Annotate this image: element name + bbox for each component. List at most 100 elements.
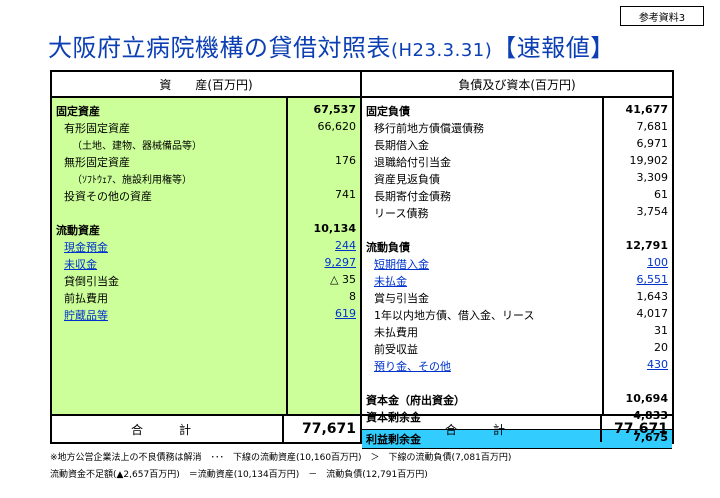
liability-row: 流動負債 12,791 (362, 238, 672, 255)
balance-sheet-table: 資 産(百万円) 固定資産 67,537 有形固定資産 66,620 （土地、建物、器械… (50, 70, 674, 449)
asset-row: 貸倒引当金 △ 35 (52, 272, 360, 289)
asset-item-name: 無形固定資産 (64, 156, 130, 169)
liability-row: 未払費用 31 (362, 323, 672, 340)
title-tag: 【速報値】 (492, 34, 615, 62)
liability-item-name: 資産見返負債 (374, 173, 440, 186)
asset-item-value[interactable]: 244 (335, 239, 356, 252)
liability-item-name[interactable]: 預り金、その他 (374, 360, 451, 373)
liability-item-value[interactable]: 430 (647, 358, 668, 371)
liabilities-header: 負債及び資本(百万円) (362, 72, 672, 98)
retained-earnings-label: 利益剰余金 (366, 433, 421, 446)
asset-item-name: 有形固定資産 (64, 122, 130, 135)
liability-item-name[interactable]: 短期借入金 (374, 258, 429, 271)
liability-row (362, 221, 672, 238)
asset-item-name: 投資その他の資産 (64, 190, 152, 203)
asset-item-name[interactable]: 貯蔵品等 (64, 309, 108, 322)
liability-item-value[interactable]: 100 (647, 256, 668, 269)
liability-row: 預り金、その他 430 (362, 357, 672, 374)
liability-item-value: 10,694 (625, 392, 668, 405)
liability-row (362, 374, 672, 391)
title-date: (H23.3.31) (391, 40, 493, 61)
asset-row: 未収金 9,297 (52, 255, 360, 272)
liability-item-name: 長期借入金 (374, 139, 429, 152)
asset-item-name: 前払費用 (64, 292, 108, 305)
footnote-2: 流動資金不足額(▲2,657百万円) ＝流動資産(10,134百万円) － 流動… (50, 470, 428, 480)
liability-item-name: 賞与引当金 (374, 292, 429, 305)
asset-row: 投資その他の資産 741 (52, 187, 360, 204)
liability-row: リース債務 3,754 (362, 204, 672, 221)
liabilities-total-label: 合 計 (444, 422, 517, 437)
liability-item-name: 未払費用 (374, 326, 418, 339)
liability-item-name: 退職給付引当金 (374, 156, 451, 169)
asset-item-name: 固定資産 (56, 105, 100, 118)
asset-row: 貯蔵品等 619 (52, 306, 360, 323)
liability-item-name[interactable]: 未払金 (374, 275, 407, 288)
liabilities-column: 負債及び資本(百万円) 固定負債 41,677 移行前地方債償還債務 7,681 長期借… (362, 72, 672, 449)
retained-earnings-value: 7,675 (633, 431, 668, 444)
assets-header: 資 産(百万円) (52, 72, 360, 98)
liability-item-name: 1年以内地方債、借入金、リース (374, 309, 535, 322)
liability-item-value: 3,754 (636, 205, 669, 218)
asset-item-name[interactable]: 現金預金 (64, 241, 108, 254)
asset-row (52, 204, 360, 221)
liability-item-value: 12,791 (625, 239, 668, 252)
liabilities-total-row: 合 計 77,671 (362, 414, 672, 442)
asset-item-name: 貸倒引当金 (64, 275, 119, 288)
asset-item-value: △ 35 (330, 273, 356, 286)
title-main: 大阪府立病院機構の貸借対照表 (48, 34, 391, 62)
liability-row: 退職給付引当金 19,902 (362, 153, 672, 170)
liability-row: 固定負債 41,677 (362, 102, 672, 119)
liability-item-value: 19,902 (629, 154, 669, 167)
liability-item-value: 20 (654, 341, 668, 354)
liabilities-body: 固定負債 41,677 移行前地方債償還債務 7,681 長期借入金 6,971 退職給付引… (362, 98, 672, 449)
liability-row: 賞与引当金 1,643 (362, 289, 672, 306)
liability-item-name: 前受収益 (374, 343, 418, 356)
assets-body: 固定資産 67,537 有形固定資産 66,620 （土地、建物、器械備品等） 無形固定資… (52, 98, 360, 416)
liability-row: 長期寄付金債務 61 (362, 187, 672, 204)
asset-row: 無形固定資産 176 (52, 153, 360, 170)
liability-row: 前受収益 20 (362, 340, 672, 357)
asset-item-value: 8 (349, 290, 356, 303)
liability-item-value: 3,309 (636, 171, 669, 184)
asset-item-value[interactable]: 619 (335, 307, 356, 320)
asset-item-name: 流動資産 (56, 224, 100, 237)
asset-row: 有形固定資産 66,620 (52, 119, 360, 136)
liability-item-name: リース債務 (374, 207, 429, 220)
liability-item-name: 流動負債 (366, 241, 410, 254)
asset-row: 流動資産 10,134 (52, 221, 360, 238)
liability-item-value: 31 (654, 324, 668, 337)
asset-item-value: 67,537 (313, 103, 356, 116)
liability-row: 短期借入金 100 (362, 255, 672, 272)
liabilities-total-value: 77,671 (600, 416, 672, 442)
asset-item-name: （土地、建物、器械備品等） (72, 141, 202, 152)
assets-column: 資 産(百万円) 固定資産 67,537 有形固定資産 66,620 （土地、建物、器械… (52, 72, 362, 442)
reference-label: 参考資料3 (620, 6, 704, 26)
liability-row: 移行前地方債償還債務 7,681 (362, 119, 672, 136)
asset-item-name: （ｿﾌﾄｳｪｱ、施設利用権等） (72, 175, 192, 186)
liability-item-name: 固定負債 (366, 105, 410, 118)
asset-item-value: 741 (335, 188, 356, 201)
asset-item-value[interactable]: 9,297 (324, 256, 357, 269)
liability-item-value: 41,677 (625, 103, 668, 116)
liability-row: 資産見返負債 3,309 (362, 170, 672, 187)
asset-item-name[interactable]: 未収金 (64, 258, 97, 271)
liability-item-name: 長期寄付金債務 (374, 190, 451, 203)
asset-row: 固定資産 67,537 (52, 102, 360, 119)
asset-item-value: 176 (335, 154, 356, 167)
liability-item-value: 1,643 (636, 290, 669, 303)
liability-row: 1年以内地方債、借入金、リース 4,017 (362, 306, 672, 323)
assets-total-value: 77,671 (282, 416, 360, 442)
liability-item-value[interactable]: 6,551 (636, 273, 669, 286)
liability-item-value: 7,681 (636, 120, 669, 133)
liability-row: 未払金 6,551 (362, 272, 672, 289)
liability-row: 資本金（府出資金） 10,694 (362, 391, 672, 408)
assets-amount-divider (286, 98, 288, 416)
liability-item-value: 6,971 (636, 137, 669, 150)
liability-item-name: 移行前地方債償還債務 (374, 122, 484, 135)
liability-item-value: 4,017 (636, 307, 669, 320)
asset-item-value: 66,620 (317, 120, 357, 133)
liability-row: 長期借入金 6,971 (362, 136, 672, 153)
asset-row: （土地、建物、器械備品等） (52, 136, 360, 153)
liabilities-amount-divider (602, 98, 604, 416)
liability-item-name: 資本金（府出資金） (366, 394, 465, 407)
